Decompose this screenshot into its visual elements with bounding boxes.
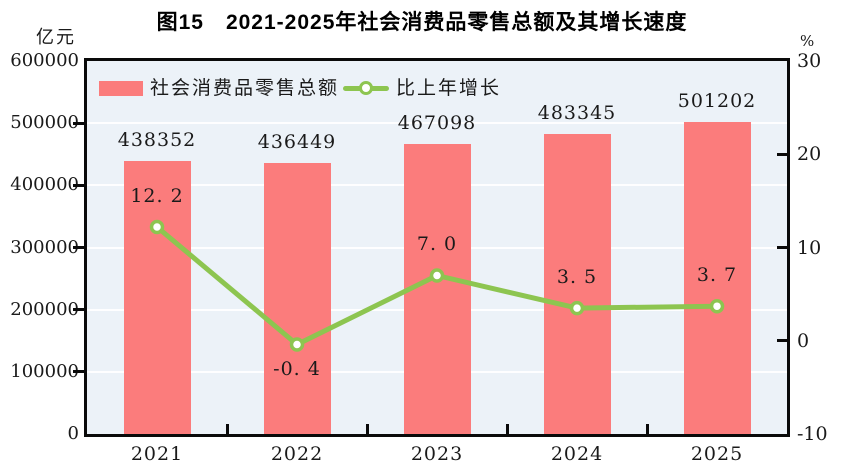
left-tick — [73, 308, 84, 312]
growth-value-label: 3. 5 — [556, 266, 598, 289]
right-axis-label: 30 — [797, 50, 822, 72]
right-axis-unit: % — [800, 32, 815, 50]
left-axis-label: 0 — [67, 423, 79, 444]
left-axis-label: 500000 — [10, 112, 79, 134]
left-axis-label: 300000 — [10, 236, 79, 258]
bar-2024 — [543, 133, 611, 434]
bar-2021 — [123, 161, 191, 434]
left-tick — [73, 183, 84, 187]
left-axis-label: 600000 — [10, 50, 79, 71]
line-marker-2021 — [149, 219, 165, 235]
x-axis-label-2022: 2022 — [270, 443, 324, 465]
left-tick — [73, 370, 84, 374]
chart-title: 图15 2021-2025年社会消费品零售总额及其增长速度 — [156, 11, 688, 34]
growth-value-label: 12. 2 — [130, 184, 184, 207]
right-tick — [777, 246, 787, 249]
left-tick — [73, 121, 84, 125]
left-tick — [73, 246, 84, 249]
left-axis-unit: 亿元 — [36, 27, 76, 48]
bar-value-label: 467098 — [397, 111, 477, 134]
bar-value-label: 438352 — [117, 129, 197, 152]
legend-line-label: 比上年增长 — [396, 77, 502, 99]
growth-value-label: 3. 7 — [696, 264, 738, 287]
bar-2022 — [263, 162, 331, 434]
x-axis-label-2023: 2023 — [410, 443, 464, 465]
growth-value-label: 7. 0 — [416, 233, 458, 256]
right-axis-label: -10 — [797, 423, 828, 445]
line-marker-2022 — [289, 337, 305, 352]
line-marker-2025 — [709, 298, 725, 314]
left-axis-label: 200000 — [10, 298, 79, 320]
bar-value-label: 501202 — [677, 90, 757, 113]
bottom-tick — [225, 424, 229, 434]
right-tick — [777, 152, 787, 156]
bottom-tick — [505, 424, 509, 434]
x-axis-label-2025: 2025 — [690, 443, 744, 465]
legend-line-marker-icon — [343, 74, 390, 102]
bottom-tick — [365, 424, 369, 434]
bar-value-label: 436449 — [257, 130, 337, 153]
x-axis-label-2024: 2024 — [550, 443, 604, 465]
bottom-tick — [645, 424, 649, 434]
right-axis-label: 20 — [797, 143, 822, 166]
plot-area: 438352 436449 467098 483345 501202 12. 2 -0. 4… — [73, 58, 790, 437]
x-axis-label-2021: 2021 — [130, 443, 184, 465]
legend: 社会消费品零售总额 比上年增长 — [99, 74, 501, 102]
growth-value-label: -0. 4 — [273, 358, 321, 381]
legend-bar-label: 社会消费品零售总额 — [150, 77, 340, 99]
right-axis-label: 10 — [797, 236, 822, 259]
line-marker-2023 — [429, 268, 445, 283]
bar-2025 — [683, 122, 751, 434]
right-axis-label: 0 — [797, 329, 810, 352]
line-marker-2024 — [569, 300, 585, 316]
gridline — [87, 122, 787, 125]
line-series — [149, 219, 725, 352]
left-axis-label: 100000 — [10, 360, 79, 382]
right-tick — [777, 339, 787, 343]
left-axis-label: 400000 — [10, 174, 79, 196]
bar-value-label: 483345 — [537, 101, 617, 124]
legend-bar-swatch-icon — [99, 80, 143, 96]
